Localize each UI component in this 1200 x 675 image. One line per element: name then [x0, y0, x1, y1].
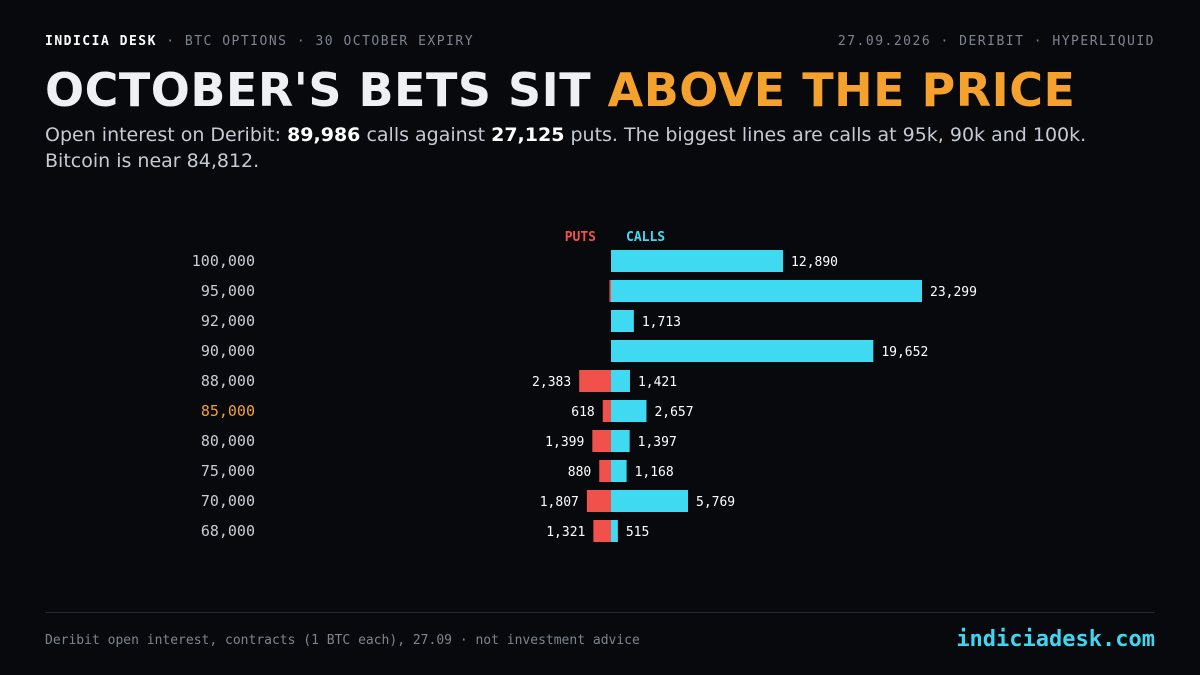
footer-divider	[45, 612, 1155, 613]
call-value-label: 12,890	[791, 255, 838, 270]
strike-label: 70,000	[201, 492, 255, 510]
call-bar	[611, 460, 627, 482]
brand-name: INDICIA DESK	[45, 34, 157, 49]
call-value-label: 2,657	[654, 405, 693, 420]
strike-label: 85,000	[201, 402, 255, 420]
put-value-label: 880	[568, 465, 591, 480]
report-context: · BTC OPTIONS · 30 OCTOBER EXPIRY	[156, 34, 475, 49]
strike-label: 100,000	[192, 252, 255, 270]
put-bar	[592, 430, 611, 452]
call-value-label: 1,397	[638, 435, 677, 450]
put-bar	[609, 280, 611, 302]
call-bar	[611, 370, 630, 392]
call-bar	[611, 280, 922, 302]
top-bar: INDICIA DESK · BTC OPTIONS · 30 OCTOBER …	[45, 34, 1155, 52]
strike-label: 92,000	[201, 312, 255, 330]
subtitle-part-2: calls against	[360, 124, 492, 146]
strike-label: 80,000	[201, 432, 255, 450]
puts-total: 27,125	[491, 124, 565, 146]
call-bar	[611, 520, 618, 542]
subtitle-part-1: Open interest on Deribit:	[45, 124, 288, 146]
put-value-label: 618	[571, 405, 594, 420]
call-value-label: 1,168	[635, 465, 674, 480]
footer-note: Deribit open interest, contracts (1 BTC …	[45, 633, 640, 648]
strike-label: 68,000	[201, 522, 255, 540]
title-main: OCTOBER'S BETS SIT	[45, 63, 608, 117]
title-accent: ABOVE THE PRICE	[607, 63, 1076, 117]
report-meta: 27.09.2026 · DERIBIT · HYPERLIQUID	[837, 34, 1155, 49]
top-bar-left: INDICIA DESK · BTC OPTIONS · 30 OCTOBER …	[45, 34, 474, 49]
put-value-label: 1,399	[545, 435, 584, 450]
call-value-label: 23,299	[930, 285, 977, 300]
call-bar	[611, 430, 630, 452]
call-value-label: 1,421	[638, 375, 677, 390]
strike-label: 88,000	[201, 372, 255, 390]
call-bar	[611, 400, 647, 422]
strike-label: 90,000	[201, 342, 255, 360]
put-bar	[586, 490, 611, 512]
calls-total: 89,986	[287, 124, 361, 146]
call-bar	[611, 310, 634, 332]
put-bar	[593, 520, 611, 542]
legend-puts: PUTS	[565, 230, 596, 245]
put-bar	[579, 370, 611, 392]
options-chart: PUTS CALLS 100,000 12,890 95,000 23,299 92,000…	[192, 230, 977, 542]
strike-label: 95,000	[201, 282, 255, 300]
page-title: OCTOBER'S BETS SIT ABOVE THE PRICE	[45, 62, 1075, 118]
call-value-label: 19,652	[881, 345, 928, 360]
call-value-label: 5,769	[696, 495, 735, 510]
put-value-label: 1,807	[540, 495, 579, 510]
call-bar	[611, 340, 874, 362]
site-link[interactable]: indiciadesk.com	[956, 627, 1155, 652]
call-value-label: 1,713	[642, 315, 681, 330]
call-value-label: 515	[626, 525, 649, 540]
put-value-label: 2,383	[532, 375, 571, 390]
strike-label: 75,000	[201, 462, 255, 480]
put-bar	[599, 460, 611, 482]
legend-calls: CALLS	[626, 230, 665, 245]
put-value-label: 1,321	[546, 525, 585, 540]
call-bar	[611, 490, 689, 512]
call-bar	[611, 250, 784, 272]
put-bar	[602, 400, 611, 422]
subtitle: Open interest on Deribit: 89,986 calls a…	[45, 122, 1105, 174]
subtitle-part-3: puts. The biggest lines are calls at 95k…	[45, 124, 1087, 172]
